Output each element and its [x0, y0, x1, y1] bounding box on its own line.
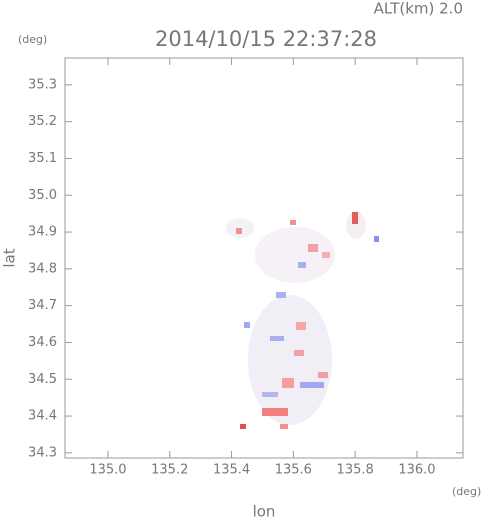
echo-cell: [276, 292, 286, 298]
y-tick-label: 35.1: [28, 151, 57, 166]
echo-cell: [298, 262, 306, 268]
echo-area: [248, 295, 332, 425]
y-unit: (deg): [18, 33, 47, 46]
plot-frame: [64, 57, 464, 459]
echo-cell: [290, 220, 296, 225]
y-tick-label: 34.9: [28, 225, 57, 240]
y-tick-label: 35.3: [28, 77, 57, 92]
echo-cell: [262, 392, 278, 397]
echo-cell: [280, 424, 288, 429]
echo-cell: [262, 408, 288, 416]
echo-cell: [244, 322, 250, 328]
x-tick-label: 135.8: [337, 463, 374, 478]
x-tick-label: 135.6: [275, 463, 312, 478]
x-tick-label: 136.0: [398, 463, 435, 478]
x-tick-label: 135.2: [151, 463, 188, 478]
y-tick-label: 35.2: [28, 114, 57, 129]
y-tick-label: 34.3: [28, 445, 57, 460]
x-axis-label: lon: [253, 503, 276, 521]
echo-cell: [282, 378, 294, 388]
x-tick-label: 135.0: [89, 463, 126, 478]
echo-cell: [270, 336, 284, 341]
altitude-label: ALT(km) 2.0: [374, 0, 463, 18]
y-tick-label: 34.8: [28, 261, 57, 276]
echo-cell: [236, 228, 242, 234]
echo-cell: [308, 244, 318, 252]
echo-cell: [296, 322, 306, 330]
echo-cell: [374, 236, 379, 242]
echo-cell: [240, 424, 246, 429]
y-tick-label: 34.4: [28, 409, 57, 424]
y-tick-label: 35.0: [28, 188, 57, 203]
y-tick-label: 34.7: [28, 298, 57, 313]
y-tick-label: 34.6: [28, 335, 57, 350]
echo-cell: [322, 252, 330, 258]
echo-cell: [318, 372, 328, 378]
echo-area: [346, 211, 366, 239]
echo-cell: [294, 350, 304, 356]
echo-cell: [352, 212, 358, 224]
chart-title: 2014/10/15 22:37:28: [155, 27, 377, 51]
echo-cell: [300, 382, 324, 388]
y-axis-label: lat: [1, 248, 19, 267]
x-tick-label: 135.4: [213, 463, 250, 478]
echo-area: [255, 227, 335, 283]
radar-echo: [226, 211, 379, 429]
x-unit: (deg): [452, 485, 481, 498]
y-tick-label: 34.5: [28, 372, 57, 387]
